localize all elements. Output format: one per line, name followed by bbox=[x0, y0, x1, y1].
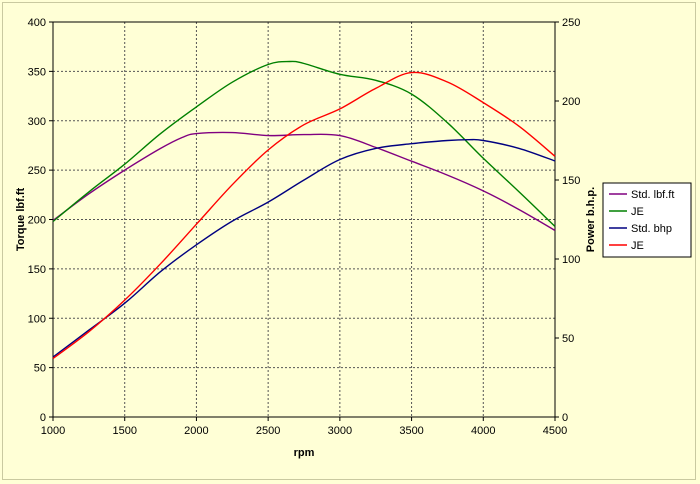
legend-label-2: JE bbox=[631, 206, 644, 218]
chart-frame bbox=[2, 2, 696, 480]
series-lines bbox=[52, 60, 556, 360]
left-y-tick-label: 150 bbox=[28, 264, 46, 276]
x-tick-label: 3500 bbox=[399, 425, 423, 437]
legend-label-3: Std. bhp bbox=[631, 223, 672, 235]
left-y-tick-label: 400 bbox=[28, 17, 46, 29]
right-y-tick-label: 100 bbox=[562, 254, 580, 266]
left-y-axis-title: Torque lbf.ft bbox=[15, 187, 27, 251]
x-tick-label: 1000 bbox=[41, 425, 65, 437]
x-tick-label: 2500 bbox=[256, 425, 280, 437]
left-y-tick-label: 300 bbox=[28, 116, 46, 128]
x-axis-title: rpm bbox=[294, 447, 315, 459]
x-tick-label: 1500 bbox=[112, 425, 136, 437]
legend-label-4: JE bbox=[631, 240, 644, 252]
right-y-tick-label: 50 bbox=[562, 333, 574, 345]
series-line-2 bbox=[52, 60, 556, 227]
series-line-4 bbox=[52, 71, 556, 360]
right-y-tick-label: 200 bbox=[562, 96, 580, 108]
x-tick-label: 4000 bbox=[471, 425, 495, 437]
series-line-3 bbox=[52, 138, 556, 358]
right-y-tick-label: 250 bbox=[562, 17, 580, 29]
left-y-tick-label: 100 bbox=[28, 313, 46, 325]
series-line-1 bbox=[52, 131, 556, 232]
legend: Std. lbf.ft JE Std. bhp JE bbox=[602, 182, 692, 258]
left-y-tick-label: 250 bbox=[28, 165, 46, 177]
left-y-tick-label: 200 bbox=[28, 215, 46, 227]
right-y-tick-label: 150 bbox=[562, 175, 580, 187]
left-y-tick-label: 350 bbox=[28, 66, 46, 78]
x-tick-label: 3000 bbox=[328, 425, 352, 437]
x-tick-label: 4500 bbox=[543, 425, 567, 437]
plot-area-border bbox=[52, 21, 556, 418]
right-y-axis-title: Power b.h.p. bbox=[585, 187, 597, 252]
left-y-tick-label: 50 bbox=[34, 363, 46, 375]
tick-labels: 1000 1500 2000 2500 3000 3500 4000 450005010015… bbox=[28, 17, 581, 437]
left-y-tick-label: 0 bbox=[40, 412, 46, 424]
grid-lines bbox=[49, 21, 559, 421]
legend-label-1: Std. lbf.ft bbox=[631, 189, 674, 201]
right-y-tick-label: 0 bbox=[562, 412, 568, 424]
legend-box bbox=[602, 182, 692, 258]
x-tick-label: 2000 bbox=[184, 425, 208, 437]
